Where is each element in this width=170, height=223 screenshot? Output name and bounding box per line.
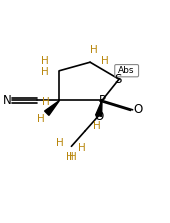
Polygon shape (96, 100, 102, 116)
Text: H: H (41, 67, 49, 77)
Text: Abs: Abs (118, 66, 135, 75)
Text: H: H (42, 97, 50, 107)
Text: H: H (101, 56, 108, 66)
Text: H: H (56, 138, 63, 148)
Text: S: S (114, 73, 122, 86)
Text: H: H (90, 45, 98, 55)
Text: H: H (78, 143, 86, 153)
Polygon shape (45, 100, 59, 115)
Text: P: P (98, 94, 106, 107)
Text: O: O (94, 110, 103, 123)
Text: H: H (69, 152, 77, 162)
Text: H: H (66, 152, 74, 162)
Text: H: H (41, 56, 49, 66)
Text: H: H (93, 121, 101, 131)
Text: N: N (3, 94, 12, 107)
Text: H: H (37, 114, 45, 124)
Text: O: O (133, 103, 142, 116)
FancyBboxPatch shape (115, 65, 139, 77)
